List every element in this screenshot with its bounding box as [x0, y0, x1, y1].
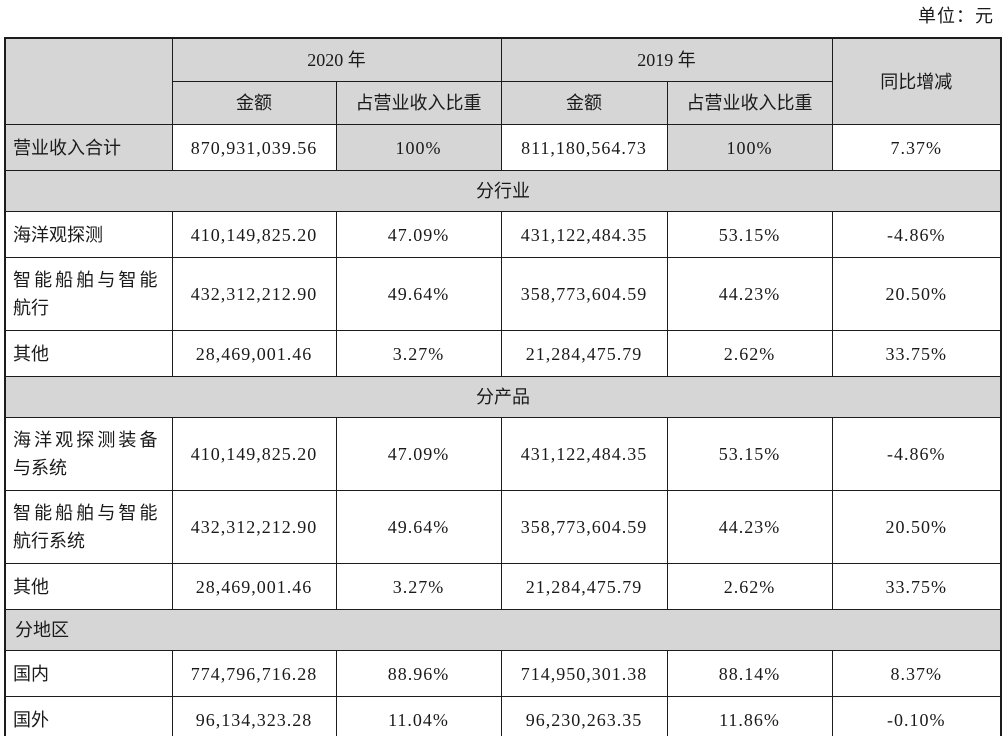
amount-2020-cell: 870,931,039.56 [171, 124, 337, 171]
amount-2020-header: 金额 [171, 81, 337, 125]
table-row: 智能船舶与智能 航行系统 432,312,212.90 49.64% 358,773,6… [4, 490, 1002, 564]
amount-2020-cell: 410,149,825.20 [171, 417, 337, 491]
amount-2019-cell: 358,773,604.59 [500, 257, 668, 331]
yoy-change-cell: 20.50% [831, 257, 1002, 331]
row-label: 国内 [4, 650, 173, 697]
amount-2019-cell: 21,284,475.79 [500, 563, 668, 610]
table-row: 海洋观探测装备 与系统 410,149,825.20 47.09% 431,122,48… [4, 417, 1002, 491]
amount-2020-cell: 432,312,212.90 [171, 257, 337, 331]
yoy-change-cell: -4.86% [831, 211, 1002, 258]
yoy-change-cell: 33.75% [831, 330, 1002, 377]
yoy-change-cell: 33.75% [831, 563, 1002, 610]
table-row: 营业收入合计 870,931,039.56 100% 811,180,564.73 10… [4, 124, 1002, 171]
section-label: 分行业 [4, 170, 1002, 212]
share-2020-header: 占营业收入比重 [335, 81, 502, 125]
amount-2019-cell: 21,284,475.79 [500, 330, 668, 377]
share-2019-cell: 53.15% [666, 417, 833, 491]
amount-2020-cell: 432,312,212.90 [171, 490, 337, 564]
section-row: 分行业 [4, 170, 1002, 212]
corner-cell [4, 37, 173, 125]
share-2020-cell: 47.09% [335, 211, 502, 258]
row-label: 海洋观探测 [4, 211, 173, 258]
amount-2019-cell: 714,950,301.38 [500, 650, 668, 697]
amount-2020-cell: 28,469,001.46 [171, 330, 337, 377]
section-row: 分产品 [4, 376, 1002, 418]
yoy-change-cell: 20.50% [831, 490, 1002, 564]
amount-2019-cell: 358,773,604.59 [500, 490, 668, 564]
share-2020-cell: 47.09% [335, 417, 502, 491]
share-2019-cell: 11.86% [666, 696, 833, 736]
revenue-breakdown-table: 2020 年 2019 年 同比增减 金额 占营业收入比重 金额 占营业收入比重… [4, 37, 1002, 736]
share-2020-cell: 100% [335, 124, 502, 171]
share-2019-cell: 100% [666, 124, 833, 171]
amount-2019-cell: 431,122,484.35 [500, 417, 668, 491]
amount-2019-cell: 811,180,564.73 [500, 124, 668, 171]
share-2020-cell: 49.64% [335, 257, 502, 331]
share-2020-cell: 88.96% [335, 650, 502, 697]
share-2020-cell: 11.04% [335, 696, 502, 736]
share-2019-cell: 44.23% [666, 257, 833, 331]
row-label: 智能船舶与智能 航行 [4, 257, 173, 331]
amount-2020-cell: 96,134,323.28 [171, 696, 337, 736]
yoy-change-cell: 8.37% [831, 650, 1002, 697]
yoy-change-cell: 7.37% [831, 124, 1002, 171]
table-row: 其他 28,469,001.46 3.27% 21,284,475.79 2.62% 33… [4, 330, 1002, 377]
yoy-change-cell: -4.86% [831, 417, 1002, 491]
row-label: 国外 [4, 696, 173, 736]
row-label: 其他 [4, 330, 173, 377]
share-2020-cell: 3.27% [335, 563, 502, 610]
amount-2019-cell: 431,122,484.35 [500, 211, 668, 258]
share-2019-cell: 88.14% [666, 650, 833, 697]
amount-2020-cell: 410,149,825.20 [171, 211, 337, 258]
amount-2019-cell: 96,230,263.35 [500, 696, 668, 736]
share-2019-cell: 2.62% [666, 330, 833, 377]
header-row-metrics: 金额 占营业收入比重 金额 占营业收入比重 [5, 81, 1001, 125]
share-2019-cell: 53.15% [666, 211, 833, 258]
amount-2020-cell: 774,796,716.28 [171, 650, 337, 697]
row-label: 其他 [4, 563, 173, 610]
share-2019-header: 占营业收入比重 [666, 81, 833, 125]
table-header: 2020 年 2019 年 同比增减 金额 占营业收入比重 金额 占营业收入比重 [4, 37, 1002, 125]
year-2019-header: 2019 年 [500, 37, 833, 82]
section-label: 分地区 [4, 609, 1002, 651]
yoy-change-cell: -0.10% [831, 696, 1002, 736]
share-2019-cell: 2.62% [666, 563, 833, 610]
table-row: 国内 774,796,716.28 88.96% 714,950,301.38 88.1… [4, 650, 1002, 697]
section-row: 分地区 [4, 609, 1002, 651]
row-label: 智能船舶与智能 航行系统 [4, 490, 173, 564]
table-row: 智能船舶与智能 航行 432,312,212.90 49.64% 358,773,604… [4, 257, 1002, 331]
amount-2020-cell: 28,469,001.46 [171, 563, 337, 610]
table-row: 其他 28,469,001.46 3.27% 21,284,475.79 2.62% 33… [4, 563, 1002, 610]
unit-label: 单位：元 [918, 6, 994, 26]
amount-2019-header: 金额 [500, 81, 668, 125]
share-2020-cell: 49.64% [335, 490, 502, 564]
year-2020-header: 2020 年 [171, 37, 502, 82]
table-row: 海洋观探测 410,149,825.20 47.09% 431,122,484.35 5… [4, 211, 1002, 258]
row-label: 营业收入合计 [4, 124, 173, 171]
revenue-table-body: 营业收入合计 870,931,039.56 100% 811,180,564.73 10… [4, 124, 1002, 736]
header-row-years: 2020 年 2019 年 同比增减 [4, 37, 1002, 125]
table-row: 国外 96,134,323.28 11.04% 96,230,263.35 11.86%… [4, 696, 1002, 736]
section-label: 分产品 [4, 376, 1002, 418]
share-2019-cell: 44.23% [666, 490, 833, 564]
share-2020-cell: 3.27% [335, 330, 502, 377]
yoy-change-header: 同比增减 [831, 37, 1002, 125]
row-label: 海洋观探测装备 与系统 [4, 417, 173, 491]
